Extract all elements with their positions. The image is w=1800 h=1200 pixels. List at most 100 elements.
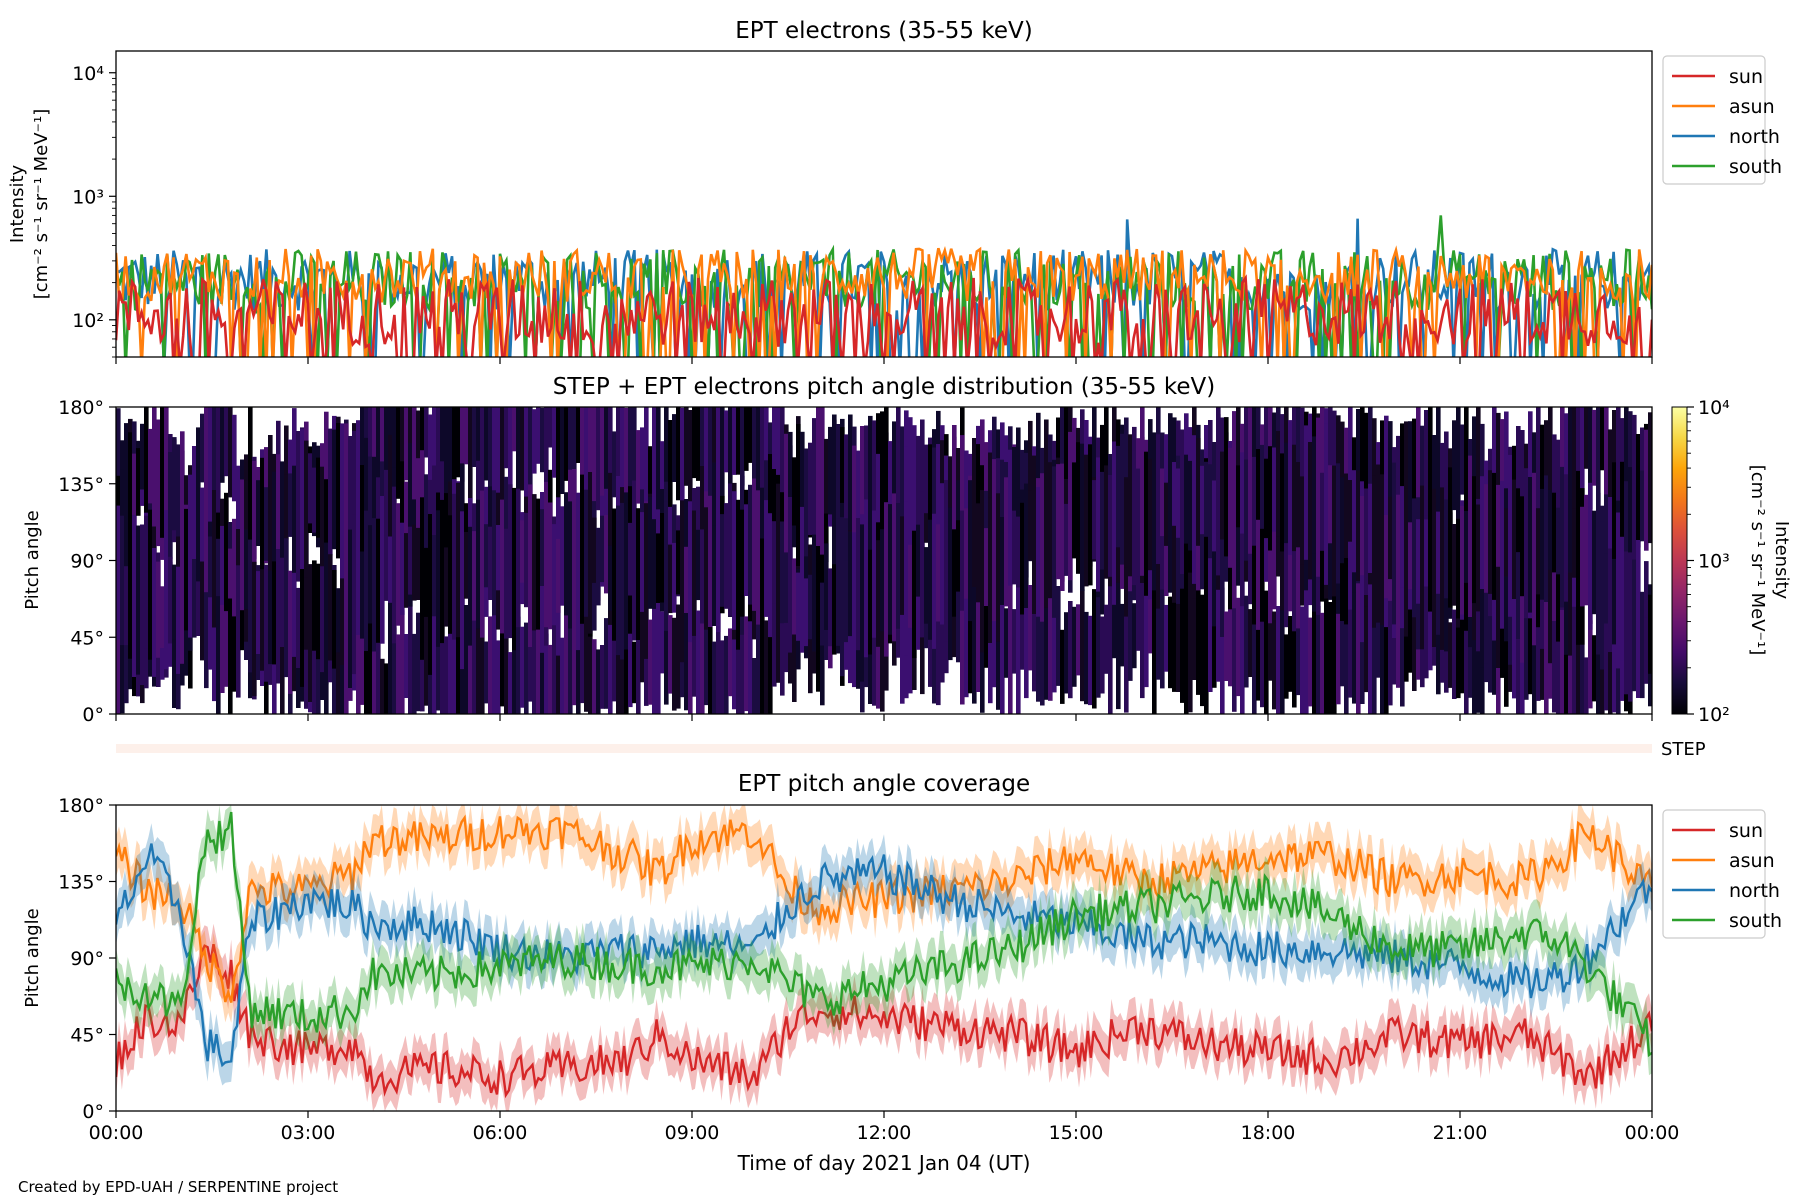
- pad-y-ticks: 0° 45° 90° 135° 180°: [58, 397, 116, 726]
- pad-cell: [1596, 653, 1601, 714]
- pad-cell: [1556, 507, 1561, 575]
- pad-y-tick-label-1: 45°: [70, 627, 104, 649]
- pad-cell: [392, 627, 397, 714]
- pad-cell: [908, 584, 913, 694]
- pad-cell: [1160, 501, 1165, 590]
- pad-cell: [720, 640, 725, 714]
- pad-cell: [700, 573, 705, 714]
- pad-cell: [188, 474, 193, 638]
- pad-cell: [928, 519, 933, 640]
- pad-cell: [544, 407, 549, 497]
- pad-y-tick-label-2: 90°: [70, 551, 104, 573]
- pad-cell: [356, 420, 361, 583]
- pad-cell: [1340, 421, 1345, 497]
- pad-cell: [588, 472, 593, 634]
- pad-cell: [1392, 611, 1397, 685]
- pad-cell: [1428, 466, 1433, 612]
- pad-cell: [1612, 610, 1617, 713]
- pad-cell: [1284, 484, 1289, 628]
- pad-cell: [1376, 590, 1381, 678]
- pad-cell: [348, 529, 353, 688]
- pad-cell: [316, 457, 321, 538]
- pad-cell: [1016, 566, 1021, 714]
- pad-cell: [412, 407, 417, 513]
- pad-cell: [764, 620, 769, 714]
- pad-cell: [780, 521, 785, 624]
- pad-cell: [340, 578, 345, 665]
- pad-cell: [264, 487, 269, 561]
- pad-cell: [1440, 487, 1445, 650]
- coverage-x-tick-label-7: 21:00: [1433, 1122, 1488, 1144]
- pad-cell: [224, 492, 229, 657]
- pad-cell: [480, 613, 485, 714]
- pad-cell: [524, 512, 529, 608]
- pad-cell: [984, 567, 989, 668]
- pad-cell: [1332, 465, 1337, 597]
- pad-cell: [1504, 581, 1509, 707]
- pad-cell: [1100, 471, 1105, 570]
- pad-cell: [1304, 589, 1309, 714]
- pad-cell: [588, 407, 593, 482]
- pad-cell: [204, 512, 209, 607]
- pad-cell: [552, 584, 557, 714]
- pad-cell: [604, 618, 609, 709]
- pad-cell: [1524, 555, 1529, 619]
- pad-cell: [1108, 475, 1113, 577]
- pad-cell: [180, 524, 185, 664]
- pad-cell: [252, 561, 257, 697]
- pad-cell: [1596, 492, 1601, 655]
- pad-cell: [524, 622, 529, 714]
- pad-cell: [856, 518, 861, 651]
- pad-cell: [1020, 595, 1025, 670]
- pad-cell: [948, 456, 953, 545]
- pad-cell: [896, 503, 901, 629]
- pad-cell: [496, 407, 501, 500]
- credit-footer: Created by EPD-UAH / SERPENTINE project: [18, 1178, 339, 1196]
- pad-cell: [872, 420, 877, 551]
- pad-cell: [1556, 534, 1561, 642]
- pad-cell: [372, 456, 377, 572]
- coverage-line-north: [116, 843, 1652, 1068]
- pad-cell: [1008, 563, 1013, 714]
- pad-cell: [700, 529, 705, 624]
- pad-cell: [1172, 486, 1177, 603]
- pad-cell: [372, 606, 377, 714]
- pad-cell: [120, 469, 125, 552]
- pad-cell: [564, 407, 569, 481]
- pad-cell: [452, 407, 457, 503]
- pad-cell: [216, 596, 221, 714]
- coverage-y-tick-label-4: 180°: [58, 795, 104, 817]
- pad-cell: [732, 616, 737, 710]
- pad-cell: [1120, 603, 1125, 667]
- pad-cell: [336, 423, 341, 559]
- pad-cell: [1056, 464, 1061, 580]
- pad-cell: [1552, 492, 1557, 573]
- pad-cell: [1336, 463, 1341, 584]
- pad-cell: [804, 448, 809, 557]
- pad-cell: [156, 561, 161, 658]
- pad-cell: [844, 434, 849, 519]
- pad-cell: [772, 407, 777, 525]
- pad-cell: [712, 525, 717, 626]
- pad-cell: [348, 436, 353, 548]
- pad-cell: [160, 407, 165, 538]
- pad-cell: [224, 611, 229, 687]
- pad-cell: [392, 407, 397, 491]
- pad-cell: [728, 628, 733, 697]
- pad-cell: [1524, 468, 1529, 584]
- pad-cell: [484, 407, 489, 481]
- pad-cell: [432, 614, 437, 714]
- pad-cell: [1164, 513, 1169, 596]
- pad-cell: [848, 414, 853, 530]
- pad-cell: [684, 595, 689, 711]
- pad-cell: [424, 474, 429, 555]
- pad-cell: [156, 419, 161, 511]
- pad-cell: [1200, 505, 1205, 590]
- pad-cell: [1240, 574, 1245, 714]
- pad-cell: [1060, 629, 1065, 704]
- pad-cell: [1548, 522, 1553, 664]
- pad-cell: [840, 517, 845, 677]
- pad-cell: [528, 407, 533, 505]
- pad-cell: [276, 454, 281, 590]
- pad-cell: [140, 524, 145, 685]
